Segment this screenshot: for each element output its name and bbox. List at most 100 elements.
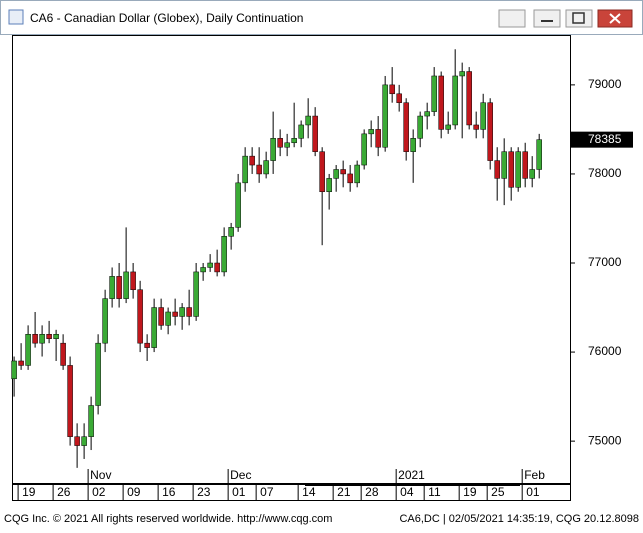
candle-body bbox=[333, 169, 339, 179]
candle-body bbox=[53, 334, 59, 339]
candle-body bbox=[158, 307, 164, 326]
candle-body bbox=[144, 342, 150, 348]
candle-body bbox=[508, 151, 514, 188]
candle-body bbox=[130, 271, 136, 290]
plot-area bbox=[12, 35, 571, 484]
y-tick-label: 76000 bbox=[588, 344, 622, 358]
candle-body bbox=[529, 169, 535, 179]
candle-body bbox=[501, 151, 507, 179]
x-tick-label: 04 bbox=[400, 485, 414, 499]
candle-body bbox=[137, 289, 143, 344]
x-tick-label: 11 bbox=[428, 485, 441, 499]
x-tick-label: 21 bbox=[337, 485, 351, 499]
app-icon bbox=[8, 9, 24, 25]
candle-body bbox=[207, 262, 213, 268]
candle-body bbox=[200, 267, 206, 273]
candle-body bbox=[319, 151, 325, 193]
candle-body bbox=[151, 307, 157, 348]
x-tick-label: 25 bbox=[491, 485, 505, 499]
month-label: Dec bbox=[230, 468, 251, 482]
y-tick-label: 75000 bbox=[588, 433, 622, 447]
x-tick-label: 19 bbox=[22, 485, 36, 499]
candle-body bbox=[256, 164, 262, 175]
candle-body bbox=[88, 405, 94, 437]
candle-body bbox=[67, 365, 73, 437]
candle-body bbox=[123, 271, 129, 299]
candle-body bbox=[277, 138, 283, 148]
candle-body bbox=[445, 124, 451, 130]
candle-body bbox=[242, 155, 248, 184]
candle-body bbox=[452, 75, 458, 126]
candle-body bbox=[536, 139, 542, 170]
candle-body bbox=[18, 360, 24, 366]
candle-body bbox=[396, 93, 402, 103]
candle-body bbox=[312, 115, 318, 152]
candle-body bbox=[326, 178, 332, 193]
candle-body bbox=[46, 334, 52, 339]
minimize-button[interactable] bbox=[533, 9, 561, 28]
candle-body bbox=[347, 173, 353, 184]
x-tick-label: 07 bbox=[260, 485, 274, 499]
candle-body bbox=[389, 84, 395, 95]
x-tick-label: 19 bbox=[463, 485, 477, 499]
candle-body bbox=[382, 84, 388, 148]
close-icon bbox=[609, 13, 621, 24]
candle-body bbox=[522, 151, 528, 179]
candle-body bbox=[361, 133, 367, 166]
last-price-label: 78385 bbox=[588, 132, 622, 146]
candle-body bbox=[102, 298, 108, 344]
candle-body bbox=[228, 227, 234, 237]
candle-body bbox=[214, 262, 220, 273]
candle-body bbox=[74, 436, 80, 446]
candle-body bbox=[438, 75, 444, 130]
month-label: Nov bbox=[90, 468, 111, 482]
link-button[interactable] bbox=[498, 9, 526, 28]
candle-body bbox=[291, 138, 297, 144]
candle-body bbox=[487, 102, 493, 161]
candle-body bbox=[375, 129, 381, 148]
candle-body bbox=[263, 160, 269, 175]
y-tick-label: 77000 bbox=[588, 255, 622, 269]
candle-body bbox=[249, 155, 255, 166]
candle-body bbox=[473, 124, 479, 130]
candle-body bbox=[480, 102, 486, 130]
date-strip bbox=[12, 484, 571, 501]
candle-body bbox=[179, 307, 185, 317]
window-title: CA6 - Canadian Dollar (Globex), Daily Co… bbox=[30, 11, 303, 25]
candle-body bbox=[494, 160, 500, 179]
x-tick-label: 09 bbox=[127, 485, 141, 499]
month-label: Feb bbox=[524, 468, 545, 482]
candle-body bbox=[466, 71, 472, 126]
candle-body bbox=[305, 115, 311, 126]
candle-body bbox=[116, 276, 122, 299]
candle-body bbox=[410, 138, 416, 152]
candle-body bbox=[95, 342, 101, 406]
candle-body bbox=[81, 436, 87, 446]
x-tick-label: 23 bbox=[197, 485, 211, 499]
candle-body bbox=[60, 342, 66, 366]
x-tick-label: 01 bbox=[232, 485, 246, 499]
candle-body bbox=[424, 111, 430, 117]
candle-body bbox=[172, 311, 178, 317]
candle-body bbox=[340, 169, 346, 175]
x-tick-label: 26 bbox=[57, 485, 71, 499]
maximize-icon bbox=[572, 12, 585, 24]
candle-body bbox=[193, 271, 199, 317]
candle-body bbox=[368, 129, 374, 135]
scroll-indicator bbox=[305, 483, 520, 486]
candle-body bbox=[270, 138, 276, 161]
x-tick-label: 02 bbox=[92, 485, 106, 499]
candle-body bbox=[109, 276, 115, 299]
candle-body bbox=[11, 360, 17, 380]
candle-body bbox=[284, 142, 290, 148]
candle-body bbox=[235, 182, 241, 228]
candle-body bbox=[431, 75, 437, 112]
y-tick-label: 79000 bbox=[588, 77, 622, 91]
y-tick-label: 78000 bbox=[588, 166, 622, 180]
x-tick-label: 16 bbox=[162, 485, 176, 499]
candle-body bbox=[515, 151, 521, 188]
candle-body bbox=[403, 102, 409, 152]
footer-left: CQG Inc. © 2021 All rights reserved worl… bbox=[4, 513, 332, 525]
